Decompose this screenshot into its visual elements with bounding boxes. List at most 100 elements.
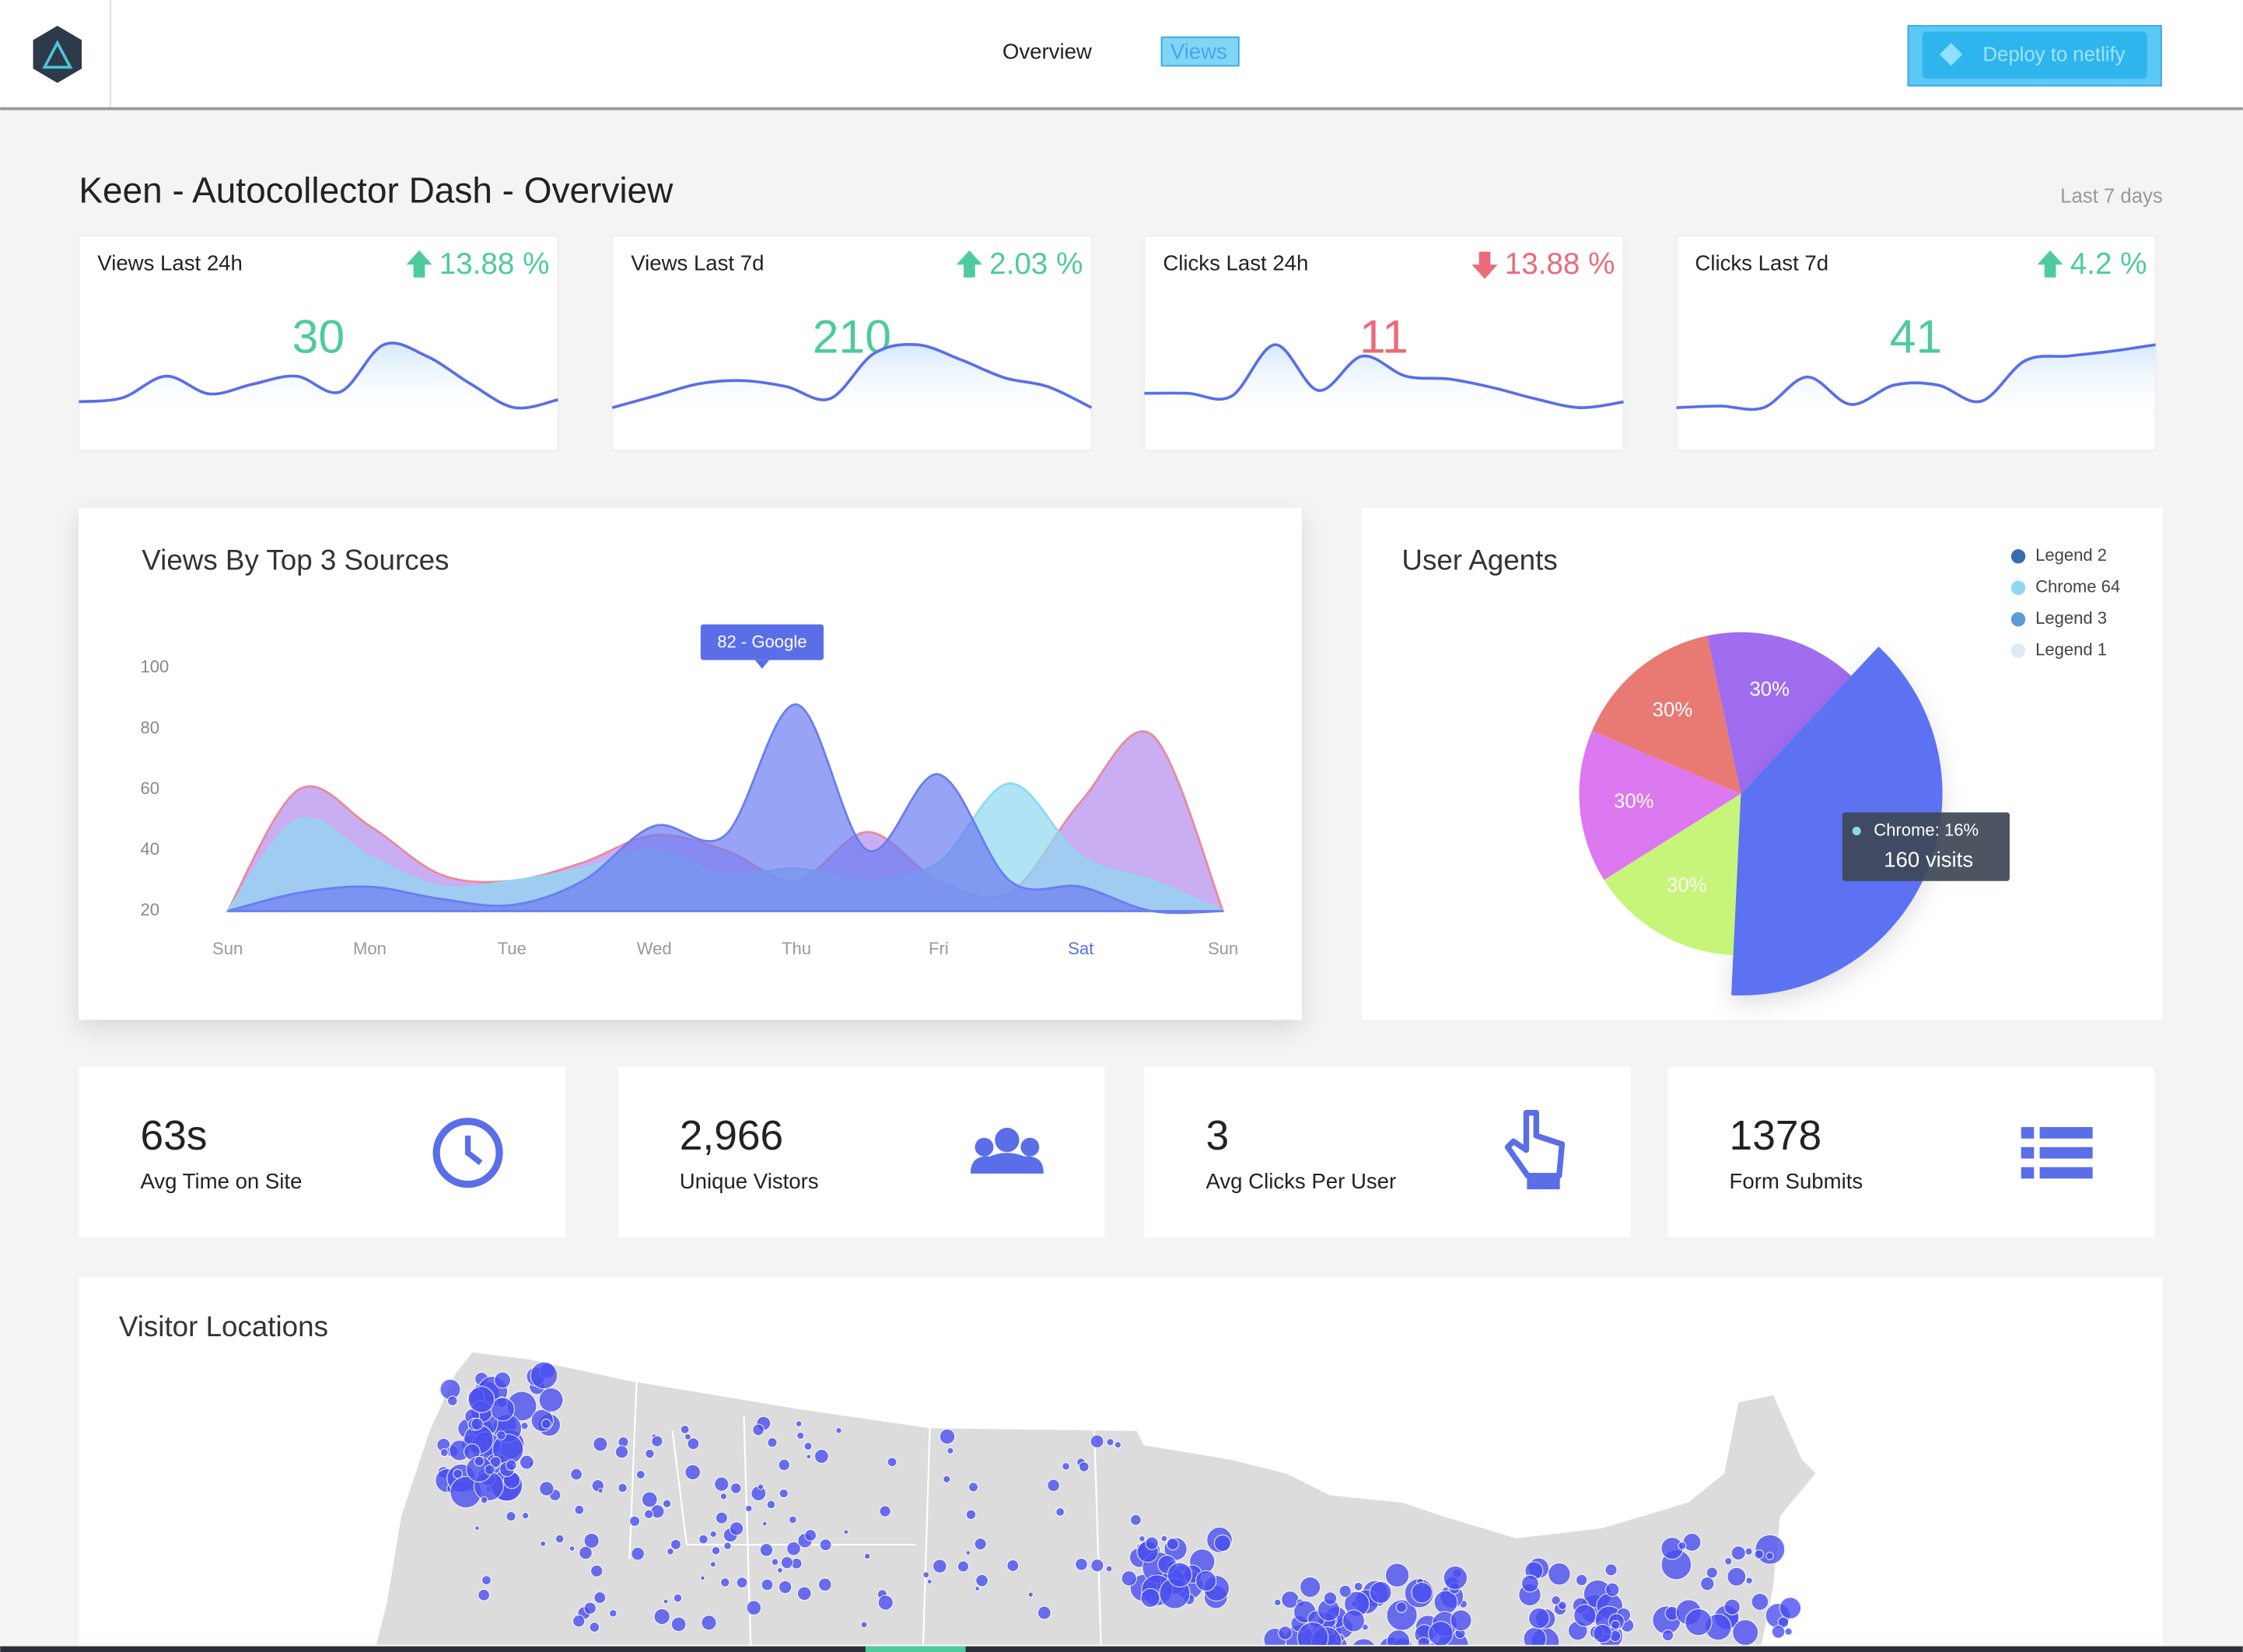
stat-value: 2,966 [680, 1113, 783, 1159]
map-bubble [771, 1558, 779, 1566]
map-bubble [1724, 1557, 1733, 1566]
stat-value: 63s [140, 1113, 207, 1159]
map-bubble [1140, 1587, 1160, 1608]
kpi-change: 2.03 % [989, 247, 1083, 281]
map-bubble [590, 1564, 604, 1577]
map-bubble [478, 1589, 490, 1601]
legend-label: Legend 1 [2035, 640, 2107, 660]
list-line [2039, 1167, 2093, 1179]
stat-label: Avg Time on Site [140, 1169, 302, 1193]
map-bubble [767, 1437, 778, 1448]
map-bubble [1417, 1636, 1430, 1645]
map-bubble [1278, 1626, 1293, 1640]
map-bubble [860, 1621, 868, 1629]
map-bubble [1139, 1535, 1146, 1542]
map-bubble [1754, 1549, 1764, 1559]
map-bubble [662, 1499, 672, 1508]
map-bubble [1678, 1541, 1687, 1550]
list-bullet [2021, 1146, 2035, 1159]
map-bubble [1745, 1577, 1753, 1584]
map [375, 1350, 1818, 1645]
map-bubble [786, 1541, 801, 1556]
person-head [975, 1137, 994, 1157]
map-bubble [1114, 1441, 1122, 1449]
map-bubble [530, 1361, 558, 1390]
map-bubble [804, 1529, 817, 1542]
map-bubble [797, 1586, 812, 1601]
x-tick-label: Mon [353, 939, 387, 958]
map-bubble [1706, 1566, 1718, 1579]
person-head [995, 1128, 1020, 1153]
clock [432, 1118, 503, 1188]
map-bubble [614, 1445, 628, 1459]
tooltip-pointer [754, 660, 770, 669]
map-bubble [1090, 1434, 1104, 1448]
map-bubble [943, 1475, 951, 1483]
map-bubble [806, 1454, 812, 1460]
header-border [0, 107, 2243, 110]
map-bubble [474, 1525, 480, 1531]
kpi-label: Views Last 24h [97, 250, 243, 275]
people-body [970, 1153, 1044, 1174]
kpi-label: Views Last 7d [631, 250, 764, 275]
x-tick-label: Sun [1208, 939, 1238, 958]
map-bubble [572, 1615, 586, 1628]
hand-cuff [1527, 1178, 1560, 1190]
map-bubble [1121, 1570, 1137, 1587]
map-bubble [641, 1491, 658, 1508]
map-bubble [1779, 1597, 1801, 1619]
stat-value: 1378 [1730, 1113, 1822, 1159]
slice-label: 30% [1749, 679, 1790, 701]
date-range[interactable]: Last 7 days [2060, 186, 2163, 208]
deploy-button-inner [1922, 31, 2147, 79]
y-tick-label: 40 [140, 839, 159, 859]
deploy-button-label[interactable]: Deploy to netlify [1982, 44, 2125, 66]
map-bubble [711, 1546, 721, 1556]
map-bubble [1353, 1581, 1363, 1591]
map-bubble [447, 1395, 458, 1406]
map-bubble [593, 1591, 607, 1604]
map-bubble [736, 1577, 748, 1588]
map-bubble [1411, 1581, 1433, 1604]
map-bubble [1352, 1638, 1376, 1645]
map-bubble [687, 1437, 700, 1451]
chart-title: Views By Top 3 Sources [142, 544, 449, 576]
pie-slice [1591, 635, 1741, 794]
map-bubble [779, 1580, 793, 1594]
nav-link[interactable]: Overview [1003, 39, 1092, 63]
map-bubble [1433, 1590, 1458, 1615]
sparkline-area [1144, 345, 1624, 419]
map-bubble [975, 1573, 989, 1587]
map-bubble [1723, 1598, 1741, 1615]
map-bubble [1605, 1582, 1620, 1598]
area-card [79, 507, 1302, 1020]
map-bubble [519, 1454, 534, 1470]
map-bubble [1090, 1559, 1104, 1573]
map-bubble [530, 1409, 554, 1432]
kpi-arrow [406, 250, 432, 278]
map-bubble [1213, 1535, 1231, 1552]
map-bubble [1765, 1552, 1774, 1560]
slice-label: 30% [1614, 791, 1654, 813]
kpi-arrow [1471, 251, 1498, 279]
legend-label: Legend 2 [2035, 545, 2107, 565]
map-bubble [818, 1577, 832, 1592]
map-bubble [778, 1458, 790, 1472]
map-bubble [538, 1388, 564, 1412]
map-bubble [1744, 1547, 1753, 1556]
map-bubble [1384, 1563, 1410, 1587]
map-bubble [1604, 1563, 1618, 1577]
map-bubble [1593, 1623, 1612, 1643]
map-bubble [795, 1420, 803, 1427]
list-bullet [2021, 1167, 2035, 1179]
map-bubble [667, 1547, 674, 1556]
list-line [2039, 1146, 2093, 1159]
map-bubble [746, 1600, 761, 1615]
map-bubble [1771, 1625, 1786, 1639]
nav-link[interactable]: Views [1170, 39, 1227, 63]
map-bubble [819, 1538, 832, 1552]
map-bubble [495, 1430, 506, 1440]
map-bubble [719, 1493, 727, 1500]
